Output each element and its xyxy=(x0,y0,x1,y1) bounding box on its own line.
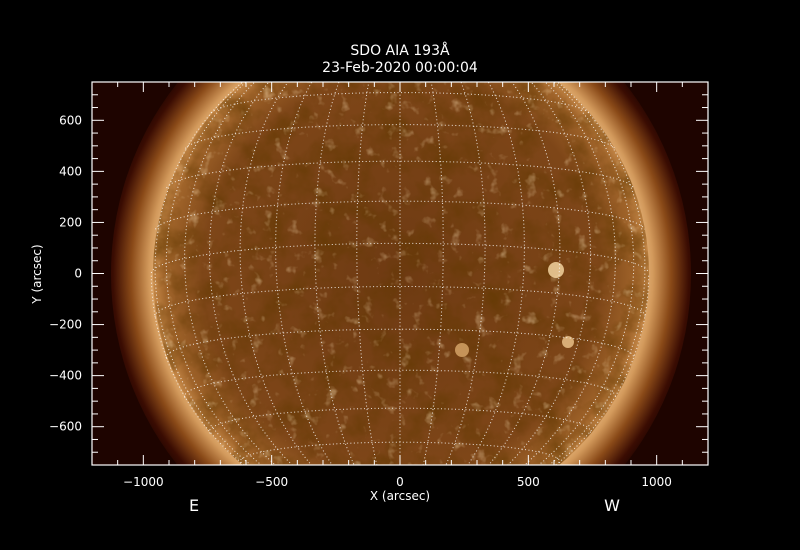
bright-region xyxy=(548,262,564,278)
grid-line xyxy=(314,82,355,465)
grid-line xyxy=(488,82,561,465)
chart-subtitle: 23-Feb-2020 00:00:04 xyxy=(322,60,478,76)
x-tick-label: 500 xyxy=(517,475,540,489)
grid-line xyxy=(370,26,431,28)
y-tick-label: 0 xyxy=(74,267,82,281)
grid-line xyxy=(321,32,480,39)
grid-line xyxy=(150,242,650,274)
grid-line xyxy=(537,82,635,465)
y-tick-label: 200 xyxy=(59,215,82,229)
grid-line xyxy=(445,82,486,465)
x-tick-label: −1000 xyxy=(123,475,164,489)
grid-line xyxy=(507,82,592,465)
x-tick-label: 0 xyxy=(396,475,404,489)
grid-line xyxy=(208,82,293,465)
grid-line xyxy=(154,200,646,230)
heliographic-grid xyxy=(150,26,650,516)
bright-region xyxy=(562,336,574,348)
x-tick-label: −500 xyxy=(255,475,288,489)
grid-line xyxy=(165,82,263,465)
grid-line xyxy=(239,441,561,464)
x-axis-label: X (arcsec) xyxy=(370,489,430,503)
y-tick-label: 600 xyxy=(59,113,82,127)
chart-title: SDO AIA 193Å xyxy=(350,42,450,59)
y-tick-label: 400 xyxy=(59,164,82,178)
y-tick-label: −200 xyxy=(49,318,82,332)
grid-line xyxy=(357,510,443,516)
x-tick-label: 1000 xyxy=(641,475,672,489)
grid-line xyxy=(209,407,591,434)
axis-ticks: −1000 −500 0 500 1000 −600 −400 −200 0 200 400 600 xyxy=(49,81,709,489)
east-label: E xyxy=(189,496,199,515)
y-tick-label: −600 xyxy=(49,420,82,434)
y-tick-label: −400 xyxy=(49,369,82,383)
grid-line xyxy=(239,82,312,465)
y-axis-label: Y (arcsec) xyxy=(30,244,44,304)
grid-line xyxy=(185,124,615,149)
bright-region xyxy=(455,343,469,357)
west-label: W xyxy=(604,496,620,515)
